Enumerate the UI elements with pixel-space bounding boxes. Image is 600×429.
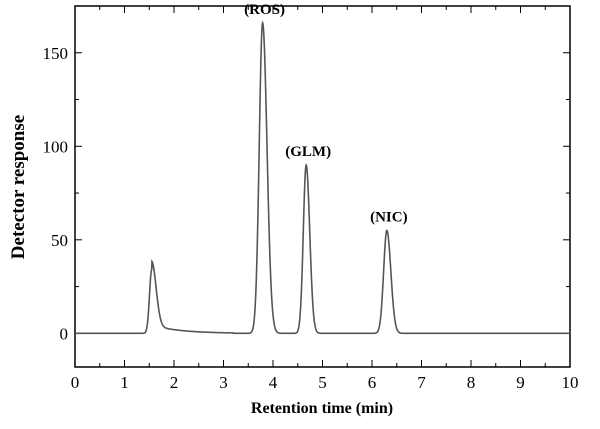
x-tick-label: 5 (318, 373, 327, 392)
axis-ticks (74, 5, 571, 367)
peak-labels: (ROS) (GLM) (NIC) (244, 2, 407, 226)
y-axis-title: Detector response (8, 115, 29, 259)
y-tick-label: 0 (60, 324, 69, 343)
peak-label: (ROS) (244, 2, 285, 18)
chromatogram-trace (75, 20, 570, 335)
plot-frame (74, 5, 571, 368)
y-tick-label: 50 (51, 231, 68, 250)
x-tick-label: 3 (219, 373, 228, 392)
x-tick-label: 6 (368, 373, 377, 392)
y-tick-label: 150 (43, 44, 69, 63)
peak-label: (GLM) (285, 144, 331, 160)
peak-label: (NIC) (370, 209, 408, 225)
x-tick-label: 10 (562, 373, 579, 392)
x-tick-label: 9 (516, 373, 525, 392)
x-tick-label: 1 (120, 373, 129, 392)
x-tick-label: 2 (170, 373, 179, 392)
y-tick-label: 100 (43, 137, 69, 156)
x-tick-label: 0 (71, 373, 80, 392)
x-tick-label: 8 (467, 373, 476, 392)
x-tick-label: 4 (269, 373, 278, 392)
x-axis-title: Retention time (min) (251, 400, 393, 417)
x-tick-label: 7 (417, 373, 426, 392)
